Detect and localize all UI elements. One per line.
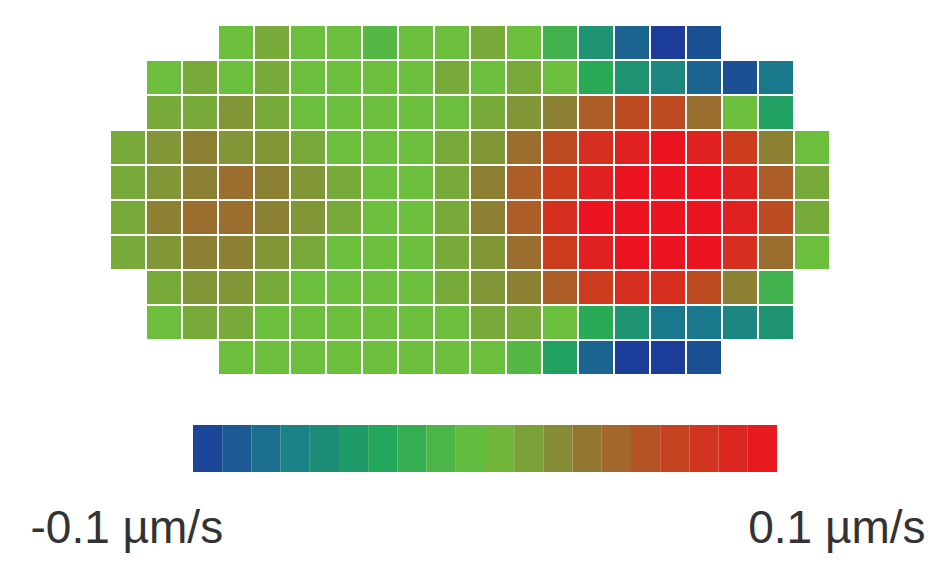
svg-text:-0.1 µm/s: -0.1 µm/s (31, 501, 224, 553)
svg-text:0.1 µm/s: 0.1 µm/s (748, 501, 925, 553)
